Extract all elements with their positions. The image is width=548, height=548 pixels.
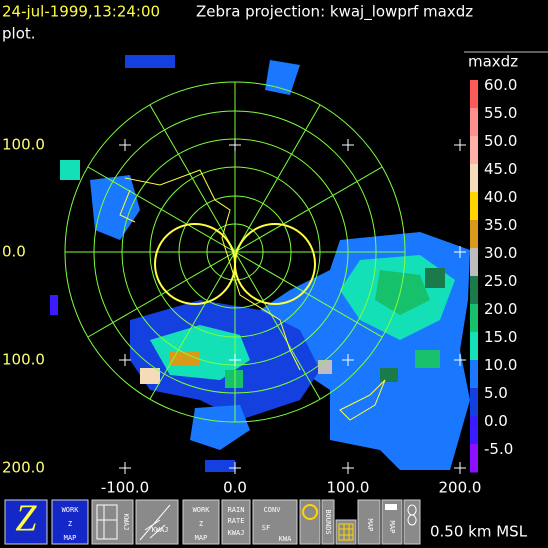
- work-map-button-2[interactable]: [182, 499, 220, 545]
- plot-title-cont: plot.: [2, 25, 36, 43]
- colorbar-tick-label: 5.0: [484, 384, 508, 402]
- grid-crosses: [119, 139, 466, 474]
- colorbar-segment: [470, 416, 478, 445]
- icon: [385, 504, 397, 510]
- colorbar-segment: [470, 192, 478, 221]
- icon: [407, 504, 417, 526]
- colorbar-segment: [470, 388, 478, 417]
- conv-button[interactable]: [252, 499, 298, 545]
- x-axis-labels: -100.0 0.0 100.0 200.0: [101, 479, 482, 497]
- colorbar-tick-label: 35.0: [484, 216, 517, 234]
- button-text: BOUNDS: [324, 509, 332, 534]
- colorbar-tick-label: 25.0: [484, 272, 517, 290]
- x-axis-label: 100.0: [327, 479, 370, 497]
- colorbar-label: maxdz: [468, 53, 518, 71]
- button-text: KWAJ: [152, 526, 169, 534]
- colorbar-segment: [470, 164, 478, 193]
- button-text: KWA: [279, 535, 292, 543]
- icon: [139, 504, 171, 541]
- y-axis-label: 200.0: [2, 459, 45, 477]
- colorbar-segment: [470, 108, 478, 137]
- grid-button[interactable]: [335, 519, 357, 545]
- coastline: [119, 169, 386, 421]
- colorbar-segment: [470, 80, 478, 109]
- colorbar-segment: [470, 136, 478, 165]
- colorbar-tick-label: 20.0: [484, 300, 517, 318]
- button-text: CONV: [264, 506, 282, 514]
- colorbar: 60.0 55.0 50.0 45.0 40.0 35.0 30.0 25.0 20.0 15.0…: [470, 76, 517, 473]
- button-text: KWAJ: [228, 529, 245, 537]
- button-text: MAP: [195, 534, 208, 542]
- icon: [338, 523, 354, 541]
- colorbar-tick-label: 45.0: [484, 160, 517, 178]
- zebra-icon: Z: [15, 498, 37, 540]
- map-button[interactable]: [357, 499, 381, 545]
- button-text: RAIN: [228, 506, 245, 514]
- button-text: MAP: [366, 519, 374, 532]
- button-text: WORK: [62, 506, 80, 514]
- colorbar-segment: [470, 220, 478, 249]
- toolbar: Z WORK Z MAP KWAJ KWAJ WORK Z MAP RAIN R…: [4, 498, 421, 545]
- colorbar-tick-label: 50.0: [484, 132, 517, 150]
- icon: [96, 504, 118, 540]
- rings-button[interactable]: [299, 499, 321, 545]
- button-text: RATE: [228, 517, 245, 525]
- button-text: Z: [68, 520, 72, 528]
- colorbar-tick-label: 10.0: [484, 356, 517, 374]
- us-map-button[interactable]: [381, 499, 403, 545]
- button-text: MAP: [64, 534, 77, 542]
- icon: [302, 504, 318, 520]
- button-text: WORK: [193, 506, 211, 514]
- bounds-button[interactable]: [321, 499, 335, 545]
- loop-button[interactable]: [403, 499, 421, 545]
- plot-title: Zebra projection: kwaj_lowprf maxdz: [196, 3, 473, 22]
- colorbar-segment: [470, 276, 478, 305]
- y-axis-labels: 100.0 0.0 100.0 200.0: [2, 136, 45, 477]
- colorbar-segment: [470, 304, 478, 333]
- button-text: Z: [199, 520, 203, 528]
- work-map-button[interactable]: [51, 499, 89, 545]
- button-text: KWAJ: [122, 514, 130, 531]
- colorbar-tick-label: -5.0: [484, 440, 513, 458]
- colorbar-segment: [470, 360, 478, 389]
- button-text: SF: [262, 524, 270, 532]
- colorbar-segment: [470, 332, 478, 361]
- overlays: [154, 223, 316, 305]
- x-axis-label: 200.0: [439, 479, 482, 497]
- zebra-button[interactable]: [4, 499, 48, 545]
- radar-echoes: [50, 55, 470, 472]
- kwaj-map-button[interactable]: [91, 499, 134, 545]
- rain-rate-button[interactable]: [221, 499, 251, 545]
- x-axis-label: 0.0: [223, 479, 247, 497]
- colorbar-tick-label: 0.0: [484, 412, 508, 430]
- altitude-status: 0.50 km MSL: [430, 523, 528, 541]
- button-text: MAP: [388, 521, 396, 534]
- colorbar-segment: [470, 444, 478, 473]
- colorbar-tick-label: 60.0: [484, 76, 517, 94]
- timestamp: 24-jul-1999,13:24:00: [2, 3, 160, 21]
- colorbar-tick-label: 30.0: [484, 244, 517, 262]
- y-axis-label: 0.0: [2, 243, 26, 261]
- colorbar-tick-label: 15.0: [484, 328, 517, 346]
- x-axis-label: -100.0: [101, 479, 149, 497]
- colorbar-tick-label: 40.0: [484, 188, 517, 206]
- y-axis-label: 100.0: [2, 351, 45, 369]
- y-axis-label: 100.0: [2, 136, 45, 154]
- colorbar-tick-label: 55.0: [484, 104, 517, 122]
- colorbar-segment: [470, 248, 478, 277]
